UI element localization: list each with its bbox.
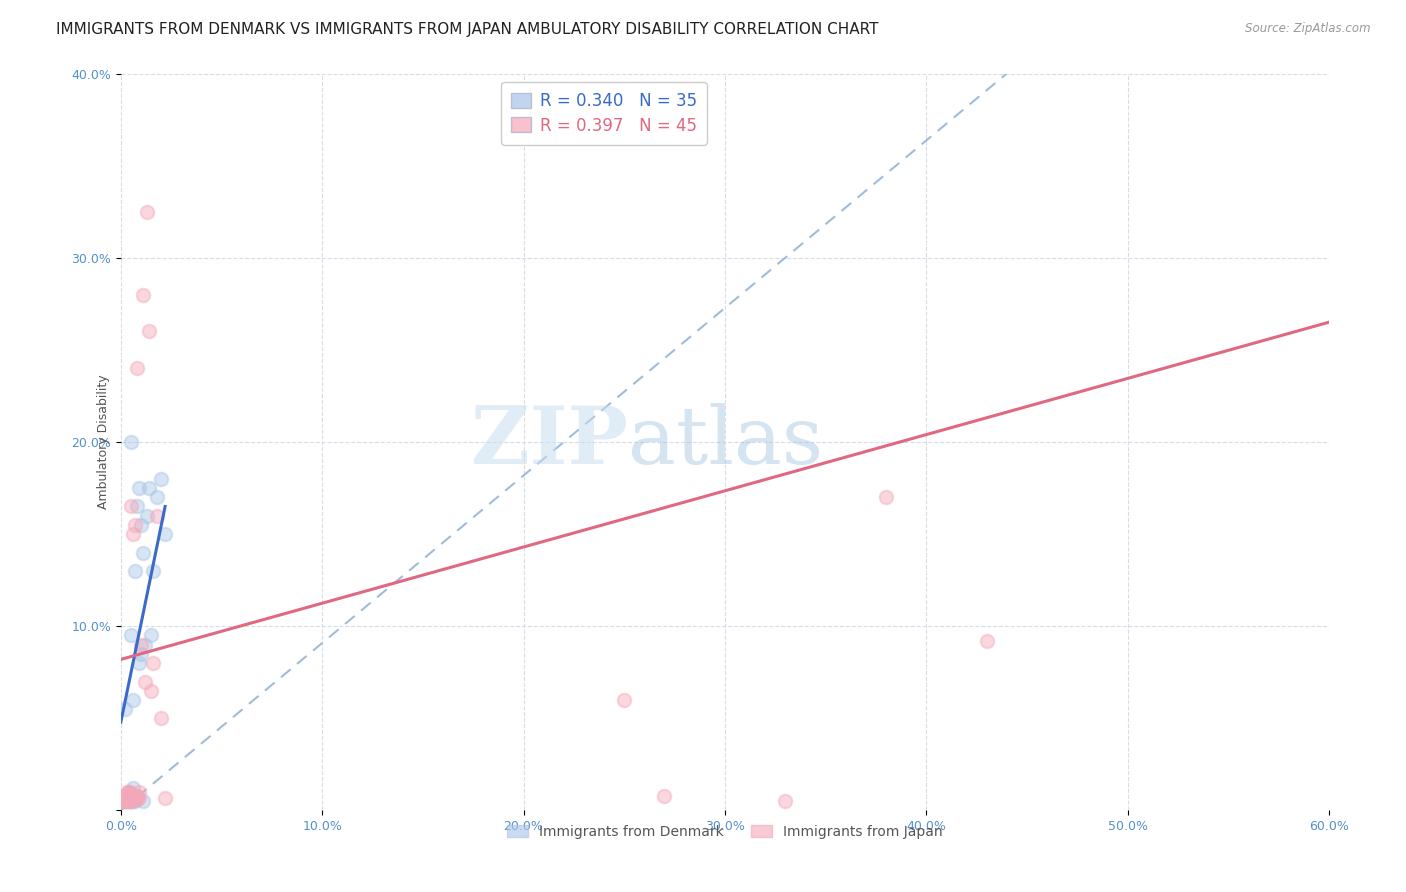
Point — [132, 794, 155, 808]
Point — [111, 789, 134, 803]
Point — [128, 790, 150, 805]
Point — [120, 789, 142, 803]
Point — [114, 794, 136, 808]
Point — [122, 792, 145, 806]
Point — [124, 789, 146, 803]
Point — [122, 693, 145, 707]
Point — [115, 794, 138, 808]
Point — [124, 564, 146, 578]
Point — [134, 674, 156, 689]
Point — [120, 435, 142, 450]
Point — [120, 500, 142, 514]
Point — [139, 683, 162, 698]
Text: ZIP: ZIP — [471, 403, 628, 481]
Point — [134, 638, 156, 652]
Point — [775, 794, 797, 808]
Point — [122, 527, 145, 541]
Point — [115, 790, 138, 805]
Point — [118, 785, 141, 799]
Point — [118, 785, 141, 799]
Point — [118, 792, 141, 806]
Point — [613, 693, 636, 707]
Point — [128, 785, 150, 799]
Point — [114, 702, 136, 716]
Point — [150, 472, 173, 486]
Point — [128, 656, 150, 670]
Point — [120, 789, 142, 803]
Point — [132, 287, 155, 301]
Y-axis label: Ambulatory Disability: Ambulatory Disability — [97, 375, 110, 509]
Point — [146, 490, 169, 504]
Point — [122, 789, 145, 803]
Point — [120, 787, 142, 801]
Point — [118, 794, 141, 808]
Point — [129, 647, 152, 661]
Text: IMMIGRANTS FROM DENMARK VS IMMIGRANTS FROM JAPAN AMBULATORY DISABILITY CORRELATI: IMMIGRANTS FROM DENMARK VS IMMIGRANTS FR… — [56, 22, 879, 37]
Point — [875, 490, 897, 504]
Text: atlas: atlas — [628, 403, 824, 481]
Point — [125, 789, 148, 803]
Point — [124, 794, 146, 808]
Point — [150, 711, 173, 725]
Point — [115, 785, 138, 799]
Point — [118, 794, 141, 808]
Point — [115, 790, 138, 805]
Point — [124, 789, 146, 803]
Point — [136, 508, 159, 523]
Point — [153, 527, 176, 541]
Point — [125, 792, 148, 806]
Point — [122, 781, 145, 796]
Point — [153, 790, 176, 805]
Point — [146, 508, 169, 523]
Point — [129, 638, 152, 652]
Point — [132, 545, 155, 559]
Point — [111, 792, 134, 806]
Point — [118, 790, 141, 805]
Point — [122, 794, 145, 808]
Text: Source: ZipAtlas.com: Source: ZipAtlas.com — [1246, 22, 1371, 36]
Point — [120, 628, 142, 642]
Legend: Immigrants from Denmark, Immigrants from Japan: Immigrants from Denmark, Immigrants from… — [502, 819, 949, 844]
Point — [114, 792, 136, 806]
Point — [142, 564, 165, 578]
Point — [124, 517, 146, 532]
Point — [111, 794, 134, 808]
Point — [120, 792, 142, 806]
Point — [138, 325, 160, 339]
Point — [114, 794, 136, 808]
Point — [129, 517, 152, 532]
Point — [128, 481, 150, 495]
Point — [118, 787, 141, 801]
Point — [139, 628, 162, 642]
Point — [111, 794, 134, 808]
Point — [976, 634, 998, 648]
Point — [115, 794, 138, 808]
Point — [114, 789, 136, 803]
Point — [125, 789, 148, 803]
Point — [122, 789, 145, 803]
Point — [136, 204, 159, 219]
Point — [118, 790, 141, 805]
Point — [142, 656, 165, 670]
Point — [138, 481, 160, 495]
Point — [120, 794, 142, 808]
Point — [125, 361, 148, 376]
Point — [115, 792, 138, 806]
Point — [654, 789, 676, 803]
Point — [125, 500, 148, 514]
Point — [120, 794, 142, 808]
